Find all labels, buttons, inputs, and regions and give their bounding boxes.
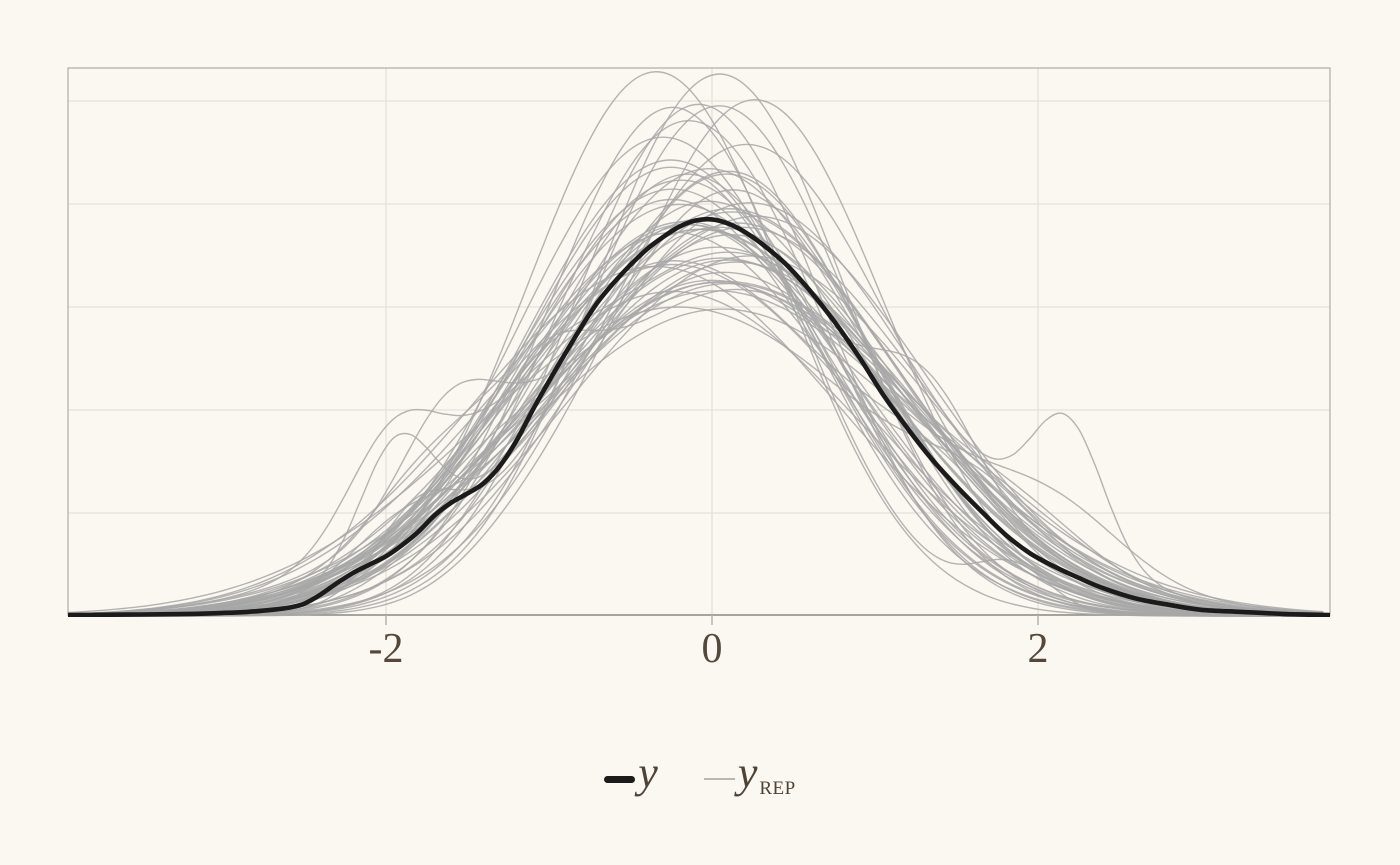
yrep-density-curve	[68, 263, 1324, 616]
x-tick-marks	[385, 615, 1039, 625]
x-tick-label-zero: 0	[701, 626, 723, 672]
yrep-density-curve	[68, 280, 1324, 615]
yrep-density-curve	[68, 290, 1324, 615]
yrep-density-curve	[68, 246, 1324, 616]
x-tick-label-two: 2	[1027, 626, 1049, 672]
x-tick-label-minus-2: -2	[368, 626, 404, 672]
yrep-density-curve	[68, 271, 1324, 617]
panel-border	[67, 67, 1331, 616]
yrep-density-curve	[68, 218, 1324, 617]
yrep-density-curve	[68, 173, 1324, 617]
yrep-curves-layer	[68, 71, 1324, 617]
yrep-density-curve	[68, 159, 1324, 617]
yrep-density-curve	[68, 306, 1324, 615]
yrep-density-curve	[68, 288, 1324, 617]
yrep-density-curve	[68, 228, 1324, 616]
yrep-density-curve	[68, 265, 1324, 617]
legend-label-yrep: y	[737, 748, 758, 797]
legend-item-y: y	[604, 751, 658, 801]
yrep-density-curve	[68, 259, 1324, 617]
yrep-density-curve	[68, 179, 1324, 617]
yrep-density-curve	[68, 105, 1324, 617]
yrep-density-curve	[68, 281, 1324, 616]
yrep-density-curve	[68, 282, 1324, 616]
yrep-density-curve	[68, 261, 1324, 617]
legend-key-yrep-thin-line	[703, 778, 735, 780]
yrep-density-curve	[68, 220, 1324, 617]
yrep-density-curve	[68, 119, 1324, 617]
legend-item-yrep: y REP	[703, 751, 796, 801]
yrep-density-curve	[68, 189, 1324, 617]
yrep-density-curve	[68, 99, 1324, 617]
yrep-density-curve	[68, 279, 1324, 616]
yrep-density-curve	[68, 173, 1324, 617]
legend-label-yrep-subscript: REP	[759, 778, 796, 799]
yrep-density-curve	[68, 188, 1324, 617]
legend: y y REP	[0, 751, 1400, 801]
y-curve-layer	[68, 216, 1330, 617]
yrep-density-curve	[68, 136, 1324, 617]
yrep-density-curve	[68, 103, 1324, 617]
y-density-curve	[68, 216, 1330, 617]
yrep-density-curve	[68, 71, 1324, 617]
yrep-density-curve	[68, 260, 1324, 617]
grid-layer	[68, 68, 1330, 615]
yrep-density-curve	[68, 290, 1324, 616]
legend-label-y: y	[638, 748, 658, 797]
yrep-density-curve	[68, 73, 1324, 617]
yrep-density-curve	[68, 143, 1324, 617]
yrep-density-curve	[68, 308, 1324, 616]
legend-key-y-thick-line	[604, 775, 636, 783]
yrep-density-curve	[68, 255, 1324, 617]
